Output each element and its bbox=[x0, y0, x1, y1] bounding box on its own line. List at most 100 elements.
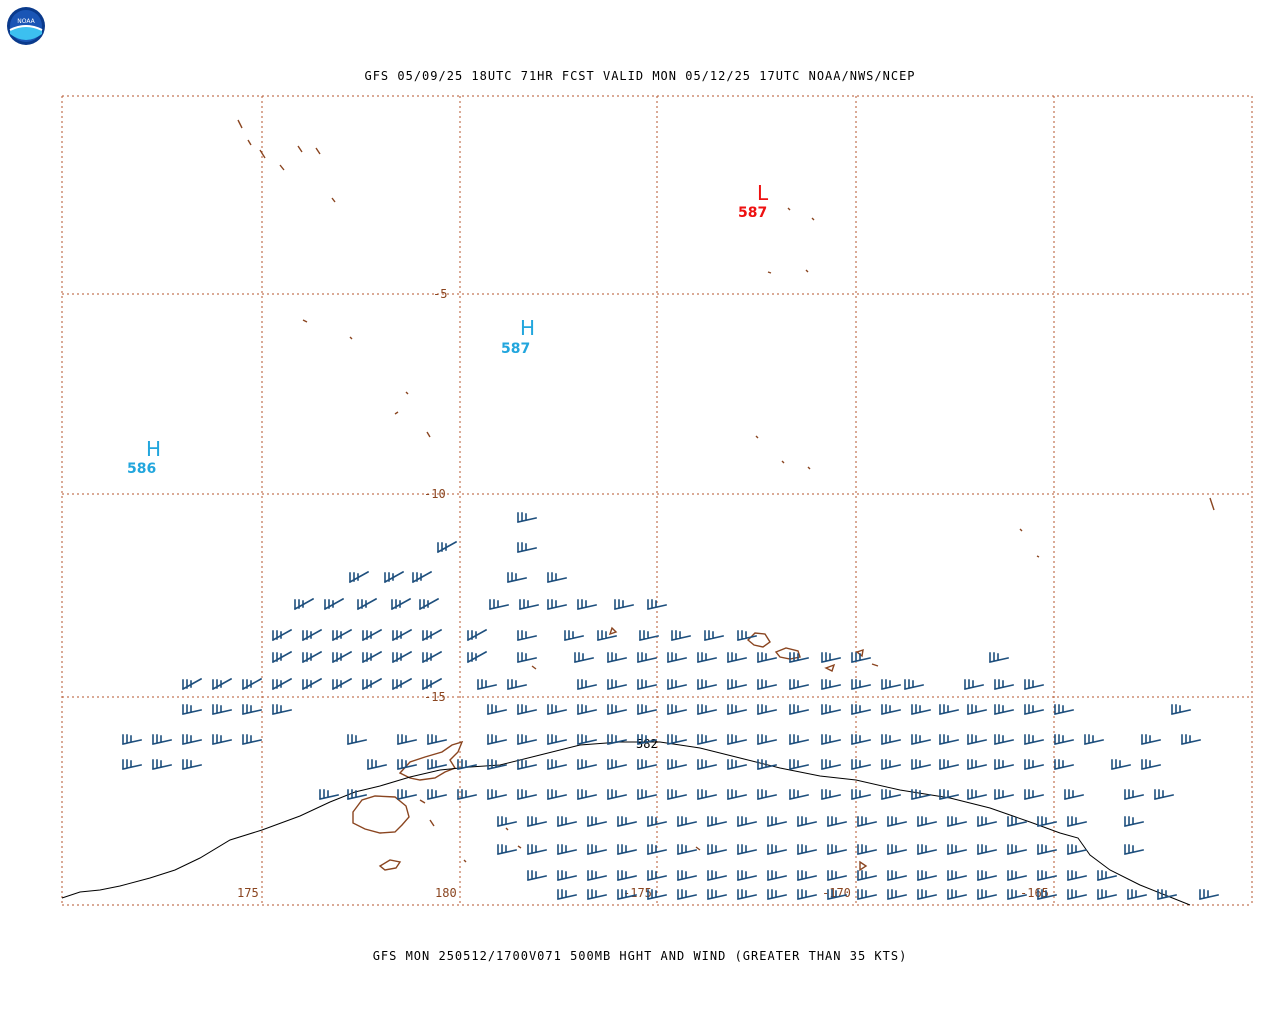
wind-barb bbox=[737, 870, 757, 881]
wind-barb bbox=[607, 652, 627, 663]
wind-barb bbox=[757, 679, 777, 690]
wind-barb bbox=[557, 889, 577, 900]
wind-barb bbox=[331, 628, 353, 642]
wind-barb bbox=[1054, 759, 1074, 770]
wind-barb bbox=[1037, 816, 1057, 827]
wind-barb bbox=[577, 704, 597, 715]
wind-barb bbox=[517, 630, 537, 641]
wind-barb bbox=[607, 734, 627, 745]
wind-barb bbox=[517, 652, 537, 663]
wind-barb bbox=[797, 870, 817, 881]
wind-barb bbox=[697, 652, 717, 663]
wind-barb bbox=[977, 889, 997, 900]
wind-barb bbox=[1084, 734, 1104, 745]
wind-barb bbox=[881, 789, 901, 800]
wind-barb bbox=[457, 789, 477, 800]
wind-barb bbox=[637, 679, 657, 690]
wind-barb bbox=[697, 789, 717, 800]
lat-label-5: -5 bbox=[433, 287, 447, 301]
wind-barb bbox=[737, 889, 757, 900]
pressure-center-low: L 587 bbox=[738, 181, 769, 221]
wind-barb bbox=[347, 789, 367, 800]
wind-barb bbox=[994, 679, 1014, 690]
wind-barb bbox=[577, 789, 597, 800]
wind-barb bbox=[607, 679, 627, 690]
wind-barb bbox=[242, 704, 262, 715]
wind-barb bbox=[757, 652, 777, 663]
wind-barb bbox=[1124, 816, 1144, 827]
wind-barb bbox=[527, 870, 547, 881]
wind-barb bbox=[697, 704, 717, 715]
wind-barb bbox=[1024, 734, 1044, 745]
wind-barb bbox=[271, 677, 293, 691]
wind-barb bbox=[507, 572, 527, 583]
wind-barb bbox=[1171, 704, 1191, 715]
pressure-center-high-west: H 586 bbox=[127, 437, 161, 477]
wind-barb bbox=[293, 597, 315, 611]
wind-barb bbox=[617, 844, 637, 855]
wind-barb bbox=[967, 704, 987, 715]
wind-barb bbox=[967, 789, 987, 800]
wind-barb bbox=[361, 677, 383, 691]
wind-barb bbox=[1097, 870, 1117, 881]
height-contour-582 bbox=[61, 741, 1191, 906]
wind-barb bbox=[587, 816, 607, 827]
wind-barb bbox=[707, 870, 727, 881]
wind-barb bbox=[1054, 704, 1074, 715]
wind-barb bbox=[881, 759, 901, 770]
wind-barb bbox=[797, 816, 817, 827]
wind-barb bbox=[547, 704, 567, 715]
wind-barb bbox=[564, 630, 584, 641]
wind-barb bbox=[421, 650, 443, 664]
wind-barb bbox=[647, 870, 667, 881]
logo-text: NOAA bbox=[17, 18, 35, 25]
wind-barb bbox=[466, 628, 488, 642]
wind-barb bbox=[667, 679, 687, 690]
lat-label-15: -15 bbox=[424, 690, 446, 704]
wind-barb bbox=[212, 734, 232, 745]
wind-barb bbox=[527, 844, 547, 855]
wind-barb bbox=[637, 759, 657, 770]
wind-barb bbox=[1067, 870, 1087, 881]
wind-barb bbox=[767, 844, 787, 855]
wind-barb bbox=[994, 734, 1014, 745]
wind-barb bbox=[857, 844, 877, 855]
wind-barb bbox=[577, 679, 597, 690]
wind-barb bbox=[617, 816, 637, 827]
wind-barb bbox=[397, 759, 417, 770]
wind-barb bbox=[977, 870, 997, 881]
wind-barb bbox=[789, 652, 809, 663]
wind-barb bbox=[821, 652, 841, 663]
wind-barb bbox=[421, 677, 443, 691]
wind-barb bbox=[737, 844, 757, 855]
wind-barb bbox=[517, 759, 537, 770]
wind-barb bbox=[647, 844, 667, 855]
wind-barb bbox=[557, 816, 577, 827]
wind-barb bbox=[977, 816, 997, 827]
wind-barb bbox=[821, 704, 841, 715]
wind-barb bbox=[667, 789, 687, 800]
wind-barb bbox=[767, 889, 787, 900]
wind-barb bbox=[1007, 870, 1027, 881]
wind-barb bbox=[487, 734, 507, 745]
wind-barb bbox=[947, 889, 967, 900]
wind-barb bbox=[397, 789, 417, 800]
wind-barb bbox=[574, 652, 594, 663]
wind-barb bbox=[821, 789, 841, 800]
wind-barb bbox=[911, 789, 931, 800]
wind-barb bbox=[323, 597, 345, 611]
wind-barb bbox=[607, 704, 627, 715]
wind-barb bbox=[727, 704, 747, 715]
wind-barb bbox=[397, 734, 417, 745]
wind-barb bbox=[911, 734, 931, 745]
wind-barb bbox=[607, 759, 627, 770]
wind-barb bbox=[331, 677, 353, 691]
pressure-center-high-central: H 587 bbox=[501, 316, 535, 357]
lon-label-180: 180 bbox=[435, 886, 457, 900]
wind-barb bbox=[767, 816, 787, 827]
wind-barb bbox=[727, 789, 747, 800]
wind-barb bbox=[1054, 734, 1074, 745]
wind-barb bbox=[577, 734, 597, 745]
wind-barb bbox=[917, 889, 937, 900]
wind-barb bbox=[1157, 889, 1177, 900]
